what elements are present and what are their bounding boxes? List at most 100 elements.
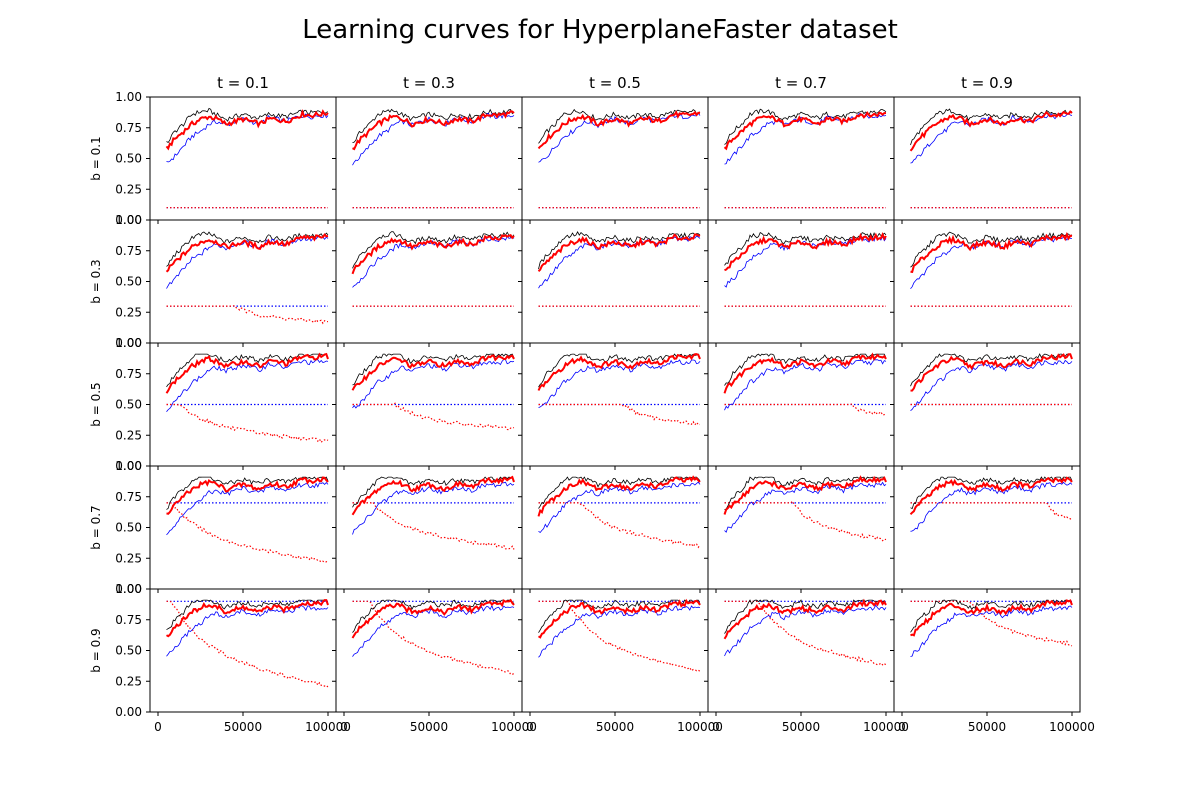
x-tick-label: 100000: [863, 720, 909, 734]
x-tick-label: 0: [526, 720, 534, 734]
blue-series: [352, 112, 515, 166]
x-tick-label: 50000: [410, 720, 448, 734]
red-series: [723, 475, 887, 515]
subplot-b3-t1: [332, 465, 523, 593]
subplot-b4-t1: 0 50000 100000: [332, 588, 537, 734]
black-series: [166, 599, 329, 631]
y-tick-label: 0.00: [115, 213, 142, 227]
black-series: [910, 353, 1073, 387]
y-tick-label: 0.50: [115, 644, 142, 658]
plot-area: [910, 599, 1073, 657]
red-series: [165, 233, 329, 273]
black-series: [166, 353, 329, 388]
y-tick-label: 0.00: [115, 336, 142, 350]
x-tick-label: 100000: [491, 720, 537, 734]
y-tick-label: 1.00: [115, 90, 142, 104]
y-tick-label: 0.25: [115, 551, 142, 565]
red-series: [537, 233, 701, 272]
red-dotted-series: [166, 403, 329, 444]
black-series: [538, 108, 701, 144]
column-title: t = 0.3: [403, 74, 455, 92]
x-tick-label: 0: [340, 720, 348, 734]
black-series: [352, 231, 515, 269]
plot-area: [165, 352, 329, 444]
blue-series: [352, 359, 515, 409]
red-dotted-series: [724, 600, 887, 666]
red-dotted-series: [352, 501, 515, 550]
blue-series: [910, 113, 1073, 164]
red-dotted-series: [538, 502, 701, 549]
red-series: [910, 353, 1073, 392]
plot-area: [537, 108, 701, 209]
red-series: [166, 476, 329, 515]
red-series: [351, 354, 515, 391]
axes-frame: [521, 588, 709, 713]
subplot-b0-t1: t = 0.3: [332, 74, 523, 224]
y-tick-label: 1.00: [115, 336, 142, 350]
subplot-b3-t3: [704, 465, 895, 593]
black-series: [538, 476, 701, 509]
plot-area: [910, 231, 1073, 307]
red-dotted-series: [352, 600, 515, 676]
black-series: [724, 599, 887, 634]
x-tick-label: 50000: [968, 720, 1006, 734]
y-tick-label: 0.50: [115, 521, 142, 535]
y-tick-label: 0.50: [115, 398, 142, 412]
plot-area: [909, 476, 1073, 532]
subplot-b3-t2: [518, 465, 709, 593]
y-tick-label: 0.75: [115, 367, 142, 381]
plot-area: [537, 231, 701, 307]
red-series: [910, 599, 1073, 637]
x-tick-label: 100000: [305, 720, 351, 734]
blue-series: [538, 359, 701, 409]
y-tick-label: 1.00: [115, 459, 142, 473]
subplot-b1-t1: [332, 219, 523, 347]
black-series: [538, 231, 701, 270]
subplot-b4-t2: 0 50000 100000: [518, 588, 723, 734]
blue-series: [166, 359, 329, 413]
column-title: t = 0.7: [775, 74, 827, 92]
red-series: [351, 475, 515, 516]
y-tick-label: 0.00: [115, 459, 142, 473]
y-tick-label: 0.25: [115, 428, 142, 442]
subplot-b1-t0: 0.00 0.25 0.50 0.75 1.00 b = 0.3: [89, 213, 337, 350]
y-tick-label: 0.50: [115, 275, 142, 289]
red-series: [909, 476, 1073, 516]
blue-series: [724, 112, 887, 165]
red-series: [537, 110, 701, 150]
plot-area: [166, 476, 329, 564]
plot-area: [352, 108, 515, 209]
plot-area: [165, 107, 329, 209]
column-title: t = 0.9: [961, 74, 1013, 92]
plot-area: [351, 353, 515, 431]
x-tick-label: 0: [898, 720, 906, 734]
black-series: [538, 599, 701, 633]
red-series: [724, 232, 887, 272]
plot-area: [537, 353, 701, 426]
plot-area: [909, 108, 1073, 209]
black-series: [352, 108, 515, 143]
blue-series: [910, 481, 1073, 532]
x-tick-label: 50000: [596, 720, 634, 734]
plot-area: [351, 475, 515, 550]
blue-series: [910, 605, 1073, 657]
black-series: [724, 108, 887, 145]
blue-series: [724, 604, 887, 657]
plot-area: [351, 231, 515, 307]
black-series: [910, 476, 1073, 510]
red-dotted-series: [910, 501, 1073, 522]
black-series: [910, 599, 1073, 633]
blue-series: [538, 481, 701, 534]
x-tick-label: 0: [154, 720, 162, 734]
red-series: [351, 598, 515, 639]
subplot-b0-t3: t = 0.7: [704, 74, 895, 224]
row-label: b = 0.5: [89, 382, 103, 426]
red-series: [723, 352, 887, 394]
black-series: [724, 232, 887, 266]
black-series: [166, 107, 329, 144]
plot-area: [723, 108, 887, 209]
y-tick-label: 0.50: [115, 152, 142, 166]
subplot-b2-t2: [518, 342, 709, 470]
y-tick-label: 0.00: [115, 582, 142, 596]
